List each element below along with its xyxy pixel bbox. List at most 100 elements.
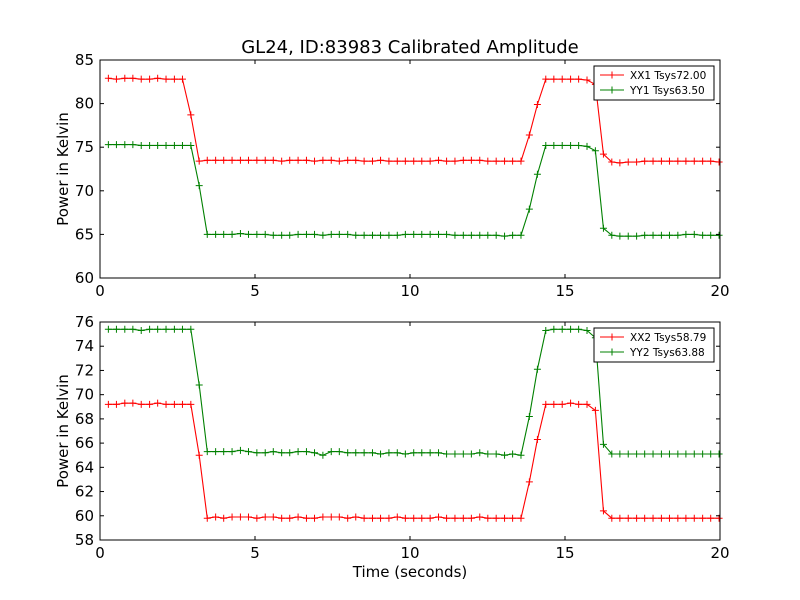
data-point bbox=[690, 157, 698, 165]
x-tick-label: 5 bbox=[250, 282, 260, 300]
data-point bbox=[344, 514, 352, 522]
legend: XX2 Tsys58.79 YY2 Tsys63.88 bbox=[593, 327, 715, 363]
data-point bbox=[533, 435, 541, 443]
data-point bbox=[261, 513, 269, 521]
series-2 bbox=[104, 141, 723, 240]
data-point bbox=[360, 157, 368, 165]
data-point bbox=[533, 100, 541, 108]
data-point bbox=[104, 141, 112, 149]
y-tick-label: 65 bbox=[75, 225, 94, 243]
data-point bbox=[476, 513, 484, 521]
data-point bbox=[542, 326, 550, 334]
data-point bbox=[467, 231, 475, 239]
data-point bbox=[599, 150, 607, 158]
data-point bbox=[665, 157, 673, 165]
data-point bbox=[435, 513, 443, 521]
y-tick-label: 76 bbox=[75, 313, 94, 331]
data-point bbox=[459, 231, 467, 239]
data-point bbox=[608, 158, 616, 166]
y-tick-label: 60 bbox=[75, 507, 94, 525]
data-point bbox=[278, 449, 286, 457]
data-point bbox=[393, 449, 401, 457]
chart-title: GL24, ID:83983 Calibrated Amplitude bbox=[241, 37, 579, 58]
data-point bbox=[699, 231, 707, 239]
data-point bbox=[484, 157, 492, 165]
data-point bbox=[162, 141, 170, 149]
data-point bbox=[665, 450, 673, 458]
y-tick-label: 64 bbox=[75, 458, 94, 476]
data-point bbox=[385, 449, 393, 457]
data-point bbox=[707, 514, 715, 522]
data-point bbox=[368, 231, 376, 239]
data-point bbox=[178, 400, 186, 408]
data-point bbox=[674, 450, 682, 458]
data-point bbox=[649, 450, 657, 458]
data-point bbox=[385, 157, 393, 165]
data-point bbox=[352, 156, 360, 164]
data-point bbox=[715, 231, 723, 239]
data-point bbox=[599, 224, 607, 232]
data-point bbox=[137, 75, 145, 83]
data-point bbox=[492, 157, 500, 165]
data-point bbox=[525, 131, 533, 139]
data-point bbox=[178, 75, 186, 83]
data-point bbox=[451, 450, 459, 458]
data-point bbox=[492, 231, 500, 239]
data-point bbox=[203, 448, 211, 456]
series-1 bbox=[104, 74, 723, 167]
data-point bbox=[286, 514, 294, 522]
data-point bbox=[567, 399, 575, 407]
data-point bbox=[517, 451, 525, 459]
data-point bbox=[484, 231, 492, 239]
x-tick-label: 10 bbox=[400, 282, 419, 300]
data-point bbox=[162, 75, 170, 83]
data-point bbox=[509, 231, 517, 239]
data-point bbox=[112, 400, 120, 408]
data-point bbox=[575, 141, 583, 149]
data-point bbox=[533, 365, 541, 373]
data-point bbox=[484, 514, 492, 522]
data-point bbox=[368, 449, 376, 457]
data-point bbox=[542, 141, 550, 149]
data-point bbox=[567, 141, 575, 149]
data-point bbox=[203, 156, 211, 164]
data-point bbox=[451, 157, 459, 165]
data-point bbox=[451, 231, 459, 239]
data-point bbox=[319, 156, 327, 164]
data-point bbox=[212, 156, 220, 164]
legend-marker bbox=[608, 348, 616, 356]
data-point bbox=[335, 513, 343, 521]
x-tick-label: 10 bbox=[400, 544, 419, 562]
data-point bbox=[641, 450, 649, 458]
data-point bbox=[591, 406, 599, 414]
data-point bbox=[212, 448, 220, 456]
data-point bbox=[707, 157, 715, 165]
data-point bbox=[501, 232, 509, 240]
y-tick-label: 85 bbox=[75, 51, 94, 69]
data-point bbox=[121, 74, 129, 82]
data-point bbox=[294, 156, 302, 164]
data-point bbox=[278, 514, 286, 522]
data-point bbox=[426, 514, 434, 522]
data-point bbox=[426, 230, 434, 238]
data-point bbox=[244, 513, 252, 521]
data-point bbox=[665, 231, 673, 239]
data-point bbox=[599, 507, 607, 515]
data-point bbox=[657, 450, 665, 458]
data-point bbox=[162, 400, 170, 408]
data-point bbox=[137, 141, 145, 149]
data-point bbox=[550, 325, 558, 333]
data-point bbox=[360, 231, 368, 239]
data-point bbox=[112, 325, 120, 333]
data-point bbox=[129, 74, 137, 82]
data-point bbox=[129, 325, 137, 333]
data-point bbox=[154, 74, 162, 82]
data-point bbox=[501, 514, 509, 522]
legend-box bbox=[593, 65, 715, 101]
data-point bbox=[146, 75, 154, 83]
y-tick-label: 70 bbox=[75, 386, 94, 404]
data-point bbox=[633, 232, 641, 240]
data-point bbox=[443, 230, 451, 238]
data-point bbox=[690, 450, 698, 458]
